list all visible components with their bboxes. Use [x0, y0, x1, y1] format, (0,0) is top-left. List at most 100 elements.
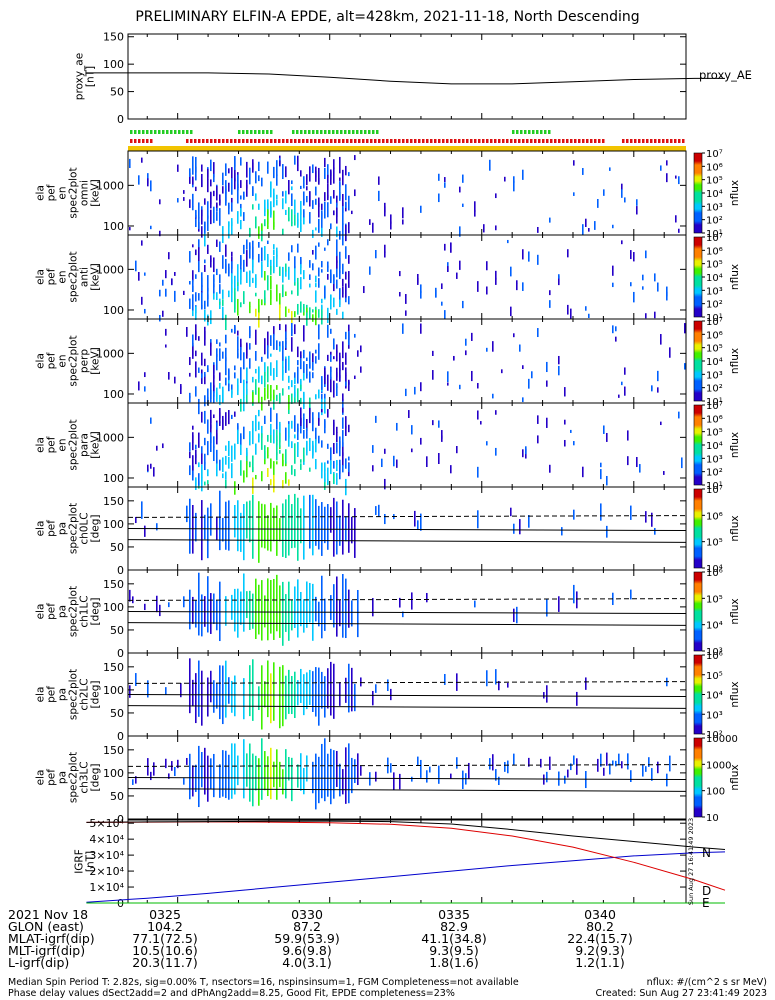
data-pixel	[144, 603, 146, 611]
data-pixel	[495, 669, 497, 685]
data-pixel	[318, 435, 320, 444]
data-pixel	[213, 173, 215, 183]
data-pixel	[162, 310, 164, 317]
data-pixel	[342, 193, 344, 207]
y-axis-label: omni	[79, 180, 91, 206]
data-pixel	[237, 588, 239, 638]
y-axis-label: spec2plot	[68, 251, 80, 302]
data-pixel	[264, 199, 266, 213]
data-pixel	[657, 282, 659, 292]
data-pixel	[318, 667, 320, 726]
data-pixel	[150, 417, 152, 424]
y-axis-label: [keV]	[90, 263, 102, 291]
data-pixel	[492, 341, 494, 352]
data-pixel	[162, 279, 164, 286]
data-pixel	[318, 197, 320, 207]
data-pixel	[192, 334, 194, 347]
data-pixel	[336, 207, 338, 224]
red-flag-mark	[318, 139, 321, 143]
data-pixel	[522, 169, 524, 180]
data-pixel	[315, 275, 317, 283]
data-pixel	[198, 247, 200, 262]
data-pixel	[234, 505, 236, 538]
ephem-label-time: 2021 Nov 18	[8, 907, 89, 922]
data-pixel	[231, 445, 233, 462]
data-pixel	[216, 422, 218, 430]
data-pixel	[312, 671, 314, 712]
data-pixel	[315, 290, 317, 303]
data-pixel	[276, 160, 278, 176]
data-pixel	[597, 758, 599, 772]
data-pixel	[465, 350, 467, 356]
data-pixel	[513, 180, 515, 192]
data-pixel	[258, 686, 260, 710]
data-pixel	[246, 452, 248, 461]
data-pixel	[231, 743, 233, 799]
data-pixel	[195, 186, 197, 192]
red-flag-mark	[190, 139, 193, 143]
data-pixel	[213, 206, 215, 221]
data-pixel	[606, 752, 608, 766]
y-tick-label: 0	[117, 564, 124, 577]
ephem-value: 41.1(34.8)	[421, 931, 487, 946]
data-pixel	[294, 324, 296, 335]
data-pixel	[198, 336, 200, 341]
y-tick-label: 4×10⁴	[89, 833, 124, 846]
data-pixel	[294, 586, 296, 629]
red-flag-mark	[258, 139, 261, 143]
data-pixel	[195, 312, 197, 321]
data-pixel	[207, 287, 209, 300]
data-pixel	[303, 430, 305, 439]
data-pixel	[603, 425, 605, 434]
data-pixel	[228, 168, 230, 174]
red-flag-mark	[386, 139, 389, 143]
data-pixel	[198, 239, 200, 250]
red-flag-mark	[478, 139, 481, 143]
data-pixel	[270, 265, 272, 275]
data-pixel	[309, 351, 311, 365]
red-flag-mark	[514, 139, 517, 143]
data-pixel	[189, 357, 191, 366]
data-pixel	[279, 304, 281, 321]
data-pixel	[336, 239, 338, 257]
data-pixel	[324, 167, 326, 179]
red-flag-mark	[306, 139, 309, 143]
data-pixel	[198, 432, 200, 448]
red-flag-mark	[298, 139, 301, 143]
data-pixel	[375, 415, 377, 423]
data-pixel	[195, 324, 197, 337]
data-pixel	[243, 397, 245, 412]
data-pixel	[618, 753, 620, 765]
data-pixel	[195, 350, 197, 357]
data-pixel	[276, 199, 278, 206]
colorbar-label: nflux	[729, 764, 741, 790]
colorbar-tick-label: 10⁴	[706, 189, 723, 200]
data-pixel	[213, 375, 215, 388]
data-pixel	[630, 505, 632, 520]
data-pixel	[627, 430, 629, 441]
data-pixel	[558, 275, 560, 286]
data-pixel	[336, 279, 338, 289]
data-pixel	[432, 370, 434, 380]
data-pixel	[282, 366, 284, 375]
data-pixel	[273, 255, 275, 271]
ephem-label-glon: GLON (east)	[8, 919, 84, 934]
data-pixel	[204, 410, 206, 424]
data-pixel	[141, 501, 143, 519]
data-pixel	[207, 294, 209, 307]
data-pixel	[348, 255, 350, 264]
data-pixel	[537, 254, 539, 265]
data-pixel	[225, 357, 227, 362]
data-pixel	[303, 216, 305, 225]
data-pixel	[657, 370, 659, 382]
data-pixel	[432, 420, 434, 426]
data-pixel	[486, 441, 488, 446]
data-pixel	[273, 389, 275, 400]
red-flag-mark	[462, 139, 465, 143]
data-pixel	[189, 172, 191, 184]
data-pixel	[156, 523, 158, 531]
data-pixel	[291, 420, 293, 429]
data-pixel	[273, 507, 275, 542]
data-pixel	[231, 328, 233, 333]
data-pixel	[213, 391, 215, 403]
